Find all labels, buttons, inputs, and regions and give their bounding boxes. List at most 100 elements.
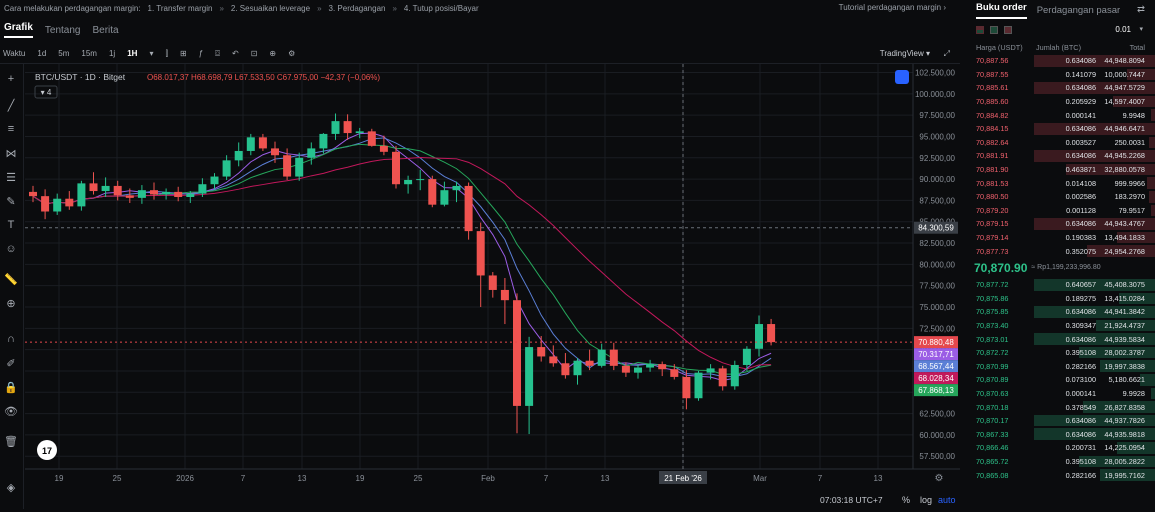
ask-row[interactable]: 70,887.56 0.634086 44,948.8094 [966, 54, 1155, 68]
bid-row[interactable]: 70,870.18 0.378549 26,827.8358 [966, 400, 1155, 414]
zoom-in-icon[interactable]: ⊕ [6, 297, 16, 310]
text-icon[interactable]: T [7, 219, 15, 231]
timeframe-1h[interactable]: 1H [127, 49, 138, 58]
ask-row[interactable]: 70,887.55 0.141079 10,000.7447 [966, 68, 1155, 82]
precision-select[interactable]: 0.01 [1115, 25, 1131, 34]
ask-row[interactable]: 70,884.15 0.634086 44,946.6471 [966, 122, 1155, 136]
indicators-toggle [34, 85, 58, 99]
undo-icon[interactable]: ↶ [231, 49, 239, 58]
bid-price: 70,872.72 [976, 348, 1009, 358]
bid-row[interactable]: 70,870.63 0.000141 9.9928 [966, 387, 1155, 401]
lock-icon[interactable]: 🔒 [4, 381, 18, 394]
bid-row[interactable]: 70,875.86 0.189275 13,415.0284 [966, 292, 1155, 306]
chevron-down-icon[interactable]: ▾ [1139, 26, 1143, 33]
banner-step-2[interactable]: 2. Sesuaikan leverage [230, 3, 311, 13]
camera-icon[interactable]: ⌼ [215, 48, 220, 58]
layout-bids-icon[interactable] [990, 26, 998, 34]
pencil-lock-icon[interactable]: ✐ [6, 357, 16, 370]
banner-step-3[interactable]: 3. Perdagangan [328, 3, 386, 13]
ask-row[interactable]: 70,879.20 0.001128 79.9517 [966, 204, 1155, 218]
ask-total: 10,000.7447 [1104, 69, 1145, 79]
bid-total: 19,995.7162 [1104, 470, 1145, 480]
bid-row[interactable]: 70,872.72 0.395108 28,002.3787 [966, 346, 1155, 360]
ask-total: 183.2970 [1114, 192, 1145, 202]
timeframe-5m[interactable]: 5m [58, 49, 70, 58]
crosshair-icon[interactable]: + [7, 73, 15, 85]
indicators-icon[interactable]: ƒ [198, 49, 204, 58]
price-tick-label: 82.500,00 [919, 239, 955, 248]
bid-row[interactable]: 70,865.08 0.282166 19,995.7162 [966, 468, 1155, 482]
fib-icon[interactable]: ☰ [6, 171, 16, 184]
tab-orderbook[interactable]: Buku order [976, 2, 1027, 19]
depth-bar [1151, 204, 1155, 217]
banner-step-1[interactable]: 1. Transfer margin [147, 3, 213, 13]
ask-row[interactable]: 70,879.15 0.634086 44,943.4767 [966, 217, 1155, 231]
tab-berita[interactable]: Berita [92, 24, 119, 36]
bid-price: 70,866.46 [976, 443, 1009, 453]
gear-icon[interactable]: ⚙ [288, 49, 296, 58]
timeframe-dropdown-icon[interactable]: ▾ [149, 49, 154, 58]
bid-row[interactable]: 70,870.99 0.282166 19,997.3838 [966, 359, 1155, 373]
candle [464, 185, 473, 232]
eye-icon[interactable]: 👁 [4, 405, 18, 418]
chart-svg[interactable]: 102.500,00 100.000,00 97.500,00 95.000,00 92… [25, 64, 960, 509]
brush-icon[interactable]: ✎ [6, 195, 16, 208]
layers-icon[interactable]: ◈ [6, 481, 16, 494]
layout-both-icon[interactable] [976, 26, 984, 34]
price-chart[interactable]: 102.500,00 100.000,00 97.500,00 95.000,00 92… [25, 64, 960, 509]
redo-icon[interactable]: ⊡ [250, 49, 258, 58]
bid-row[interactable]: 70,875.85 0.634086 44,941.3842 [966, 305, 1155, 319]
timeframe-1d[interactable]: 1d [37, 49, 47, 58]
horizontal-lines-icon[interactable]: ≡ [7, 123, 15, 135]
ask-row[interactable]: 70,881.90 0.463871 32,880.0578 [966, 163, 1155, 177]
trendline-icon[interactable]: ╱ [7, 99, 15, 112]
ask-row[interactable]: 70,880.50 0.002586 183.2970 [966, 190, 1155, 204]
tradingview-logo-text: 17 [42, 446, 52, 456]
bid-row[interactable]: 70,873.01 0.634086 44,939.5834 [966, 332, 1155, 346]
bid-row[interactable]: 70,877.72 0.640657 45,408.3075 [966, 278, 1155, 292]
add-alert-icon[interactable]: ⊕ [269, 49, 277, 58]
ask-total: 44,947.5729 [1104, 83, 1145, 93]
trash-icon[interactable]: 🗑 [4, 435, 18, 448]
ask-row[interactable]: 70,881.53 0.014108 999.9966 [966, 176, 1155, 190]
magnet-icon[interactable]: ∩ [7, 333, 15, 345]
indicators-count: ▾ 4 [41, 88, 52, 97]
layout-asks-icon[interactable] [1004, 26, 1012, 34]
ask-row[interactable]: 70,882.64 0.003527 250.0031 [966, 136, 1155, 150]
bid-price: 70,865.72 [976, 456, 1009, 466]
timeframe-15m[interactable]: 15m [81, 49, 97, 58]
bid-amount: 0.640657 [1065, 280, 1096, 290]
candle [77, 183, 86, 207]
emoji-icon[interactable]: ☺ [5, 243, 17, 255]
bid-row[interactable]: 70,866.46 0.200731 14,225.0954 [966, 441, 1155, 455]
tutorial-link[interactable]: Tutorial perdagangan margin › [838, 3, 946, 12]
candle [500, 289, 509, 301]
bid-row[interactable]: 70,873.40 0.309347 21,924.4737 [966, 319, 1155, 333]
timeframe-1j[interactable]: 1j [108, 49, 116, 58]
fullscreen-icon[interactable]: ⤢ [943, 48, 950, 58]
tab-grafik[interactable]: Grafik [4, 22, 33, 38]
candle [186, 193, 195, 198]
ask-row[interactable]: 70,877.73 0.352075 24,954.2768 [966, 244, 1155, 258]
ask-price: 70,882.64 [976, 137, 1009, 147]
tab-tentang[interactable]: Tentang [44, 24, 81, 36]
bid-row[interactable]: 70,870.17 0.634086 44,937.7826 [966, 414, 1155, 428]
bid-row[interactable]: 70,870.89 0.073100 5,180.6621 [966, 373, 1155, 387]
bid-row[interactable]: 70,865.72 0.395108 28,005.2822 [966, 455, 1155, 469]
candle [609, 349, 618, 366]
ask-row[interactable]: 70,885.61 0.634086 44,947.5729 [966, 81, 1155, 95]
compare-icon[interactable]: ⊞ [180, 49, 187, 58]
ask-row[interactable]: 70,879.14 0.190383 13,494.1833 [966, 231, 1155, 245]
banner-step-4[interactable]: 4. Tutup posisi/Bayar [403, 3, 479, 13]
pitchfork-icon[interactable]: ⋈ [5, 147, 17, 160]
ask-row[interactable]: 70,885.60 0.205929 14,597.4007 [966, 95, 1155, 109]
tab-market-trades[interactable]: Perdagangan pasar [1036, 4, 1121, 16]
swap-icon[interactable]: ⇄ [1137, 4, 1145, 15]
ruler-icon[interactable]: 📏 [4, 273, 18, 286]
price-badge [914, 348, 958, 361]
ask-row[interactable]: 70,884.82 0.000141 9.9948 [966, 108, 1155, 122]
ask-row[interactable]: 70,881.91 0.634086 44,945.2268 [966, 149, 1155, 163]
bid-row[interactable]: 70,867.33 0.634086 44,935.9818 [966, 427, 1155, 441]
tradingview-selector[interactable]: TradingView ▾ [879, 49, 930, 58]
bar-style-icon[interactable]: ⫿ [165, 48, 169, 58]
